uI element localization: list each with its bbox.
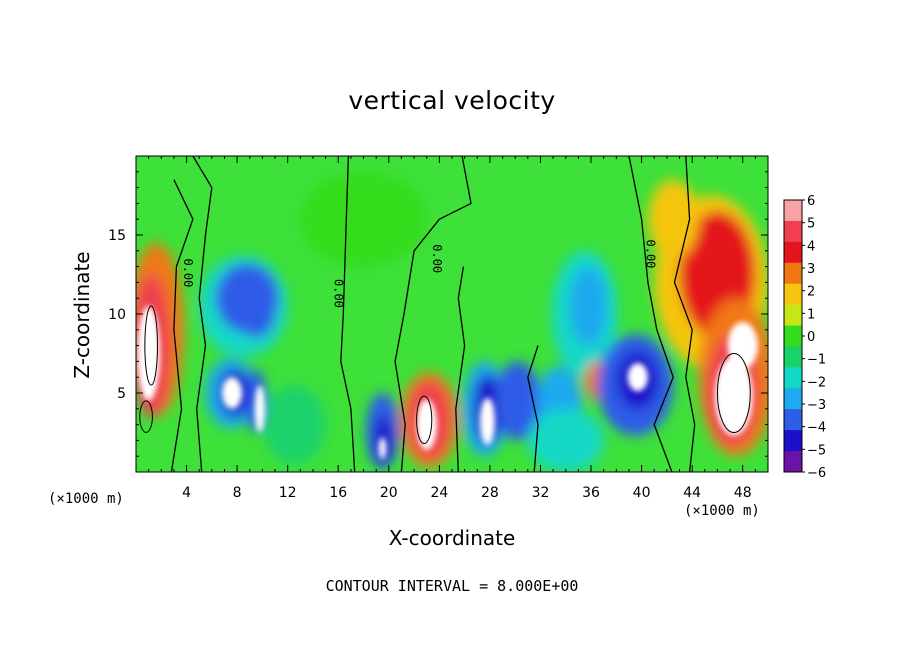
colorbar-swatch <box>784 262 802 285</box>
x-tick-label: 48 <box>734 485 752 501</box>
x-tick-label: 16 <box>329 485 347 501</box>
y-axis-ticks: 5 10 15 <box>108 171 768 457</box>
x-tick-label: 36 <box>582 485 600 501</box>
x-tick-label: 20 <box>380 485 398 501</box>
positive-contour <box>139 400 153 434</box>
colorbar: 6 5 4 3 2 1 0 −1 −2 −3 −4 −5 −6 <box>783 194 826 481</box>
saturated-core <box>254 385 265 433</box>
colorbar-swatch <box>784 430 802 452</box>
positive-contour <box>144 305 158 386</box>
field-blob <box>300 171 427 267</box>
x-tick-label: 32 <box>532 485 550 501</box>
zero-contour-line <box>455 266 466 472</box>
zero-contour-line <box>628 156 674 472</box>
colorbar-swatch <box>784 304 802 327</box>
x-tick-label: 24 <box>430 485 448 501</box>
colorbar-swatch <box>784 220 802 243</box>
x-axis-ticks: 4 8 12 16 20 24 28 32 36 40 44 48 <box>148 156 756 501</box>
saturated-core <box>714 356 753 436</box>
contour-label: 0.00 <box>181 258 195 287</box>
x-tick-label: 28 <box>481 485 499 501</box>
colorbar-tick-label: 2 <box>807 285 815 300</box>
field-blob <box>237 290 276 338</box>
zero-contour-line <box>170 179 194 472</box>
field-blob <box>569 266 608 346</box>
x-axis-label: X-coordinate <box>388 526 516 550</box>
saturated-core <box>727 321 758 370</box>
colorbar-swatch <box>784 325 802 347</box>
zero-contour-line <box>527 345 539 472</box>
positive-contour <box>716 353 751 433</box>
colorbar-swatch <box>784 200 802 222</box>
x-tick-label: 44 <box>683 485 701 501</box>
saturated-core <box>137 306 161 401</box>
zero-contour-line <box>673 156 696 472</box>
contour-interval-note: CONTOUR INTERVAL = 8.000E+00 <box>325 577 579 595</box>
colorbar-swatch <box>784 451 802 473</box>
field-blob <box>527 408 604 472</box>
colorbar-tick-label: −2 <box>807 375 826 390</box>
x-tick-label: 4 <box>182 485 191 501</box>
field-blob <box>647 179 699 259</box>
colorbar-tick-label: 3 <box>807 262 815 277</box>
saturated-core <box>627 362 648 392</box>
x-tick-label: 12 <box>279 485 297 501</box>
zero-contour-line <box>192 156 213 472</box>
y-tick-label: 15 <box>108 228 126 244</box>
contour-label: 0.00 <box>430 244 444 273</box>
colorbar-tick-label: 6 <box>807 194 815 209</box>
colorbar-tick-label: 5 <box>807 217 815 232</box>
saturated-core <box>479 397 495 446</box>
x-unit-label-right: (×1000 m) <box>684 503 760 519</box>
colorbar-swatch <box>784 367 802 389</box>
colorbar-tick-label: −3 <box>807 398 826 413</box>
contour-labels: 0.00 0.00 0.00 0.00 <box>181 240 658 308</box>
zero-contour-line <box>340 156 356 472</box>
field-blob <box>262 385 326 465</box>
colorbar-tick-label: 1 <box>807 307 815 322</box>
zero-contour-line <box>394 156 472 472</box>
contour-label: 0.00 <box>644 240 658 269</box>
velocity-field <box>136 156 768 472</box>
colorbar-swatch <box>784 283 802 306</box>
positive-contour <box>416 395 433 445</box>
saturated-core <box>221 377 243 409</box>
colorbar-tick-label: −6 <box>807 466 826 481</box>
colorbar-tick-label: −5 <box>807 443 826 458</box>
x-tick-label: 40 <box>633 485 651 501</box>
colorbar-swatch <box>784 409 802 431</box>
colorbar-swatch <box>784 241 802 264</box>
chart-title: vertical velocity <box>348 86 556 115</box>
y-tick-label: 5 <box>117 386 126 402</box>
colorbar-tick-label: 4 <box>807 239 815 254</box>
y-axis-label: Z-coordinate <box>70 251 94 379</box>
colorbar-tick-label: 0 <box>807 330 815 345</box>
y-tick-label: 10 <box>108 307 126 323</box>
x-tick-label: 8 <box>233 485 242 501</box>
saturated-core <box>378 437 387 460</box>
zero-contours <box>139 156 751 472</box>
x-unit-label-left: (×1000 m) <box>48 491 124 507</box>
colorbar-tick-label: −4 <box>807 421 826 436</box>
colorbar-swatch <box>784 388 802 410</box>
colorbar-tick-label: −1 <box>807 353 826 368</box>
colorbar-swatch <box>784 346 802 368</box>
contour-label: 0.00 <box>331 279 345 308</box>
